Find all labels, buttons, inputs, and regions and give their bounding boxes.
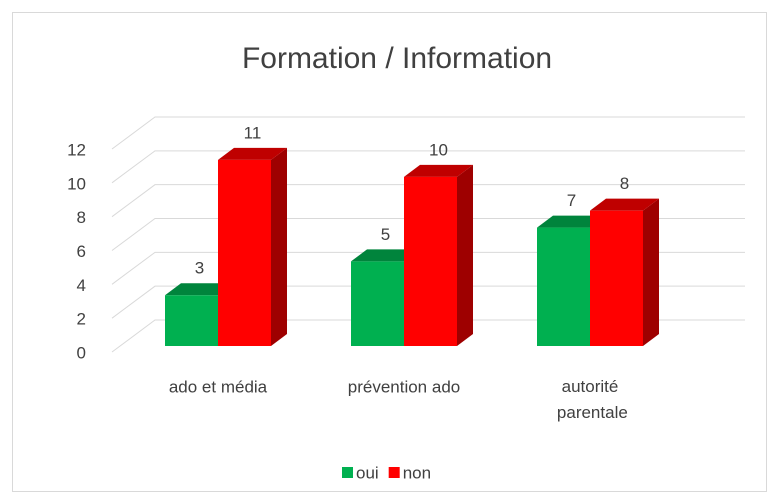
legend-label: non	[403, 463, 431, 482]
grid-line	[111, 184, 745, 218]
grid-line	[111, 218, 745, 251]
data-label: 10	[429, 140, 448, 159]
bar-front	[218, 159, 271, 346]
bar-side	[457, 164, 473, 346]
bar-top	[218, 147, 287, 160]
bar-top	[590, 198, 659, 211]
bar-front	[590, 210, 643, 346]
bar	[590, 198, 659, 346]
bar-front	[165, 295, 218, 346]
bar-top	[404, 164, 473, 177]
y-tick-label: 12	[67, 140, 86, 159]
data-label: 7	[567, 191, 576, 210]
x-tick-label: prévention ado	[348, 377, 460, 396]
x-tick-label: ado et média	[169, 377, 268, 396]
legend-label: oui	[356, 463, 379, 482]
bar-top	[165, 283, 234, 296]
grid-line	[111, 116, 745, 150]
y-tick-label: 0	[77, 343, 86, 362]
bar-top	[351, 249, 420, 262]
legend-swatch	[388, 467, 400, 478]
bar-front	[537, 227, 590, 346]
legend-swatch	[342, 467, 353, 478]
data-label: 8	[620, 174, 629, 193]
bar	[218, 147, 287, 346]
data-label: 11	[244, 123, 262, 142]
grid-line	[111, 150, 745, 184]
bar-front	[404, 176, 457, 346]
y-tick-label: 2	[77, 310, 86, 329]
y-tick-label: 4	[77, 276, 86, 295]
bar-side	[643, 198, 659, 346]
y-tick-label: 8	[77, 208, 86, 227]
data-label: 3	[195, 259, 204, 278]
bar-side	[271, 147, 287, 346]
y-tick-label: 6	[77, 242, 86, 261]
bar-front	[351, 261, 404, 346]
y-tick-label: 10	[67, 174, 86, 193]
chart-title: Formation / Information	[242, 42, 552, 75]
bar	[404, 164, 473, 346]
bar-top	[537, 215, 606, 228]
x-tick-label: autorité parentale	[552, 377, 628, 422]
data-label: 5	[381, 225, 390, 244]
